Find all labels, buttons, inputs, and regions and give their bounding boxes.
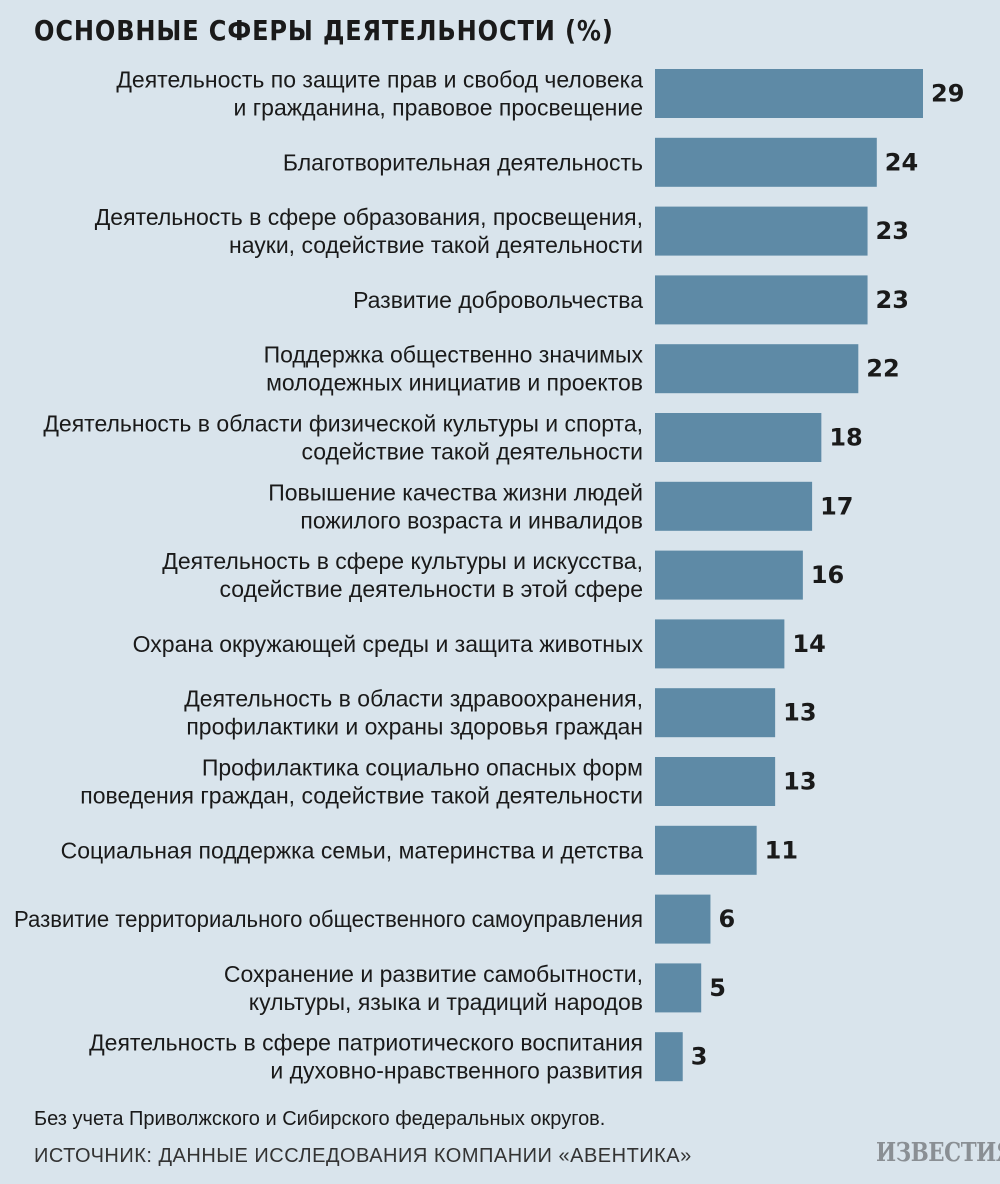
category-label: Деятельность в области здравоохранения, [184, 686, 643, 712]
footnote: Без учета Приволжского и Сибирского феде… [34, 1108, 606, 1130]
bar [655, 963, 702, 1013]
category-label: Развитие добровольчества [353, 287, 643, 313]
category-label: Социальная поддержка семьи, материнства … [61, 837, 644, 863]
value-label: 16 [811, 561, 844, 589]
category-label: Благотворительная деятельность [283, 149, 643, 175]
value-label: 14 [792, 630, 825, 658]
category-label: молодежных инициатив и проектов [266, 370, 643, 396]
value-label: 24 [885, 148, 918, 176]
bar [655, 757, 776, 806]
value-label: 13 [783, 699, 816, 727]
category-label: профилактики и охраны здоровья граждан [186, 714, 643, 740]
bar [655, 137, 877, 187]
value-label: 11 [765, 836, 798, 864]
category-label: поведения граждан, содействие такой деят… [80, 783, 643, 809]
category-label: Профилактика социально опасных форм [202, 755, 643, 781]
value-label: 6 [718, 905, 735, 933]
category-label: Охрана окружающей среды и защита животны… [133, 631, 644, 657]
category-label: Деятельность в сфере образования, просве… [95, 204, 643, 230]
category-label: Сохранение и развитие самобытности, [224, 961, 643, 987]
category-label: содействие такой деятельности [301, 439, 643, 465]
bar [655, 550, 803, 600]
chart-title: ОСНОВНЫЕ СФЕРЫ ДЕЯТЕЛЬНОСТИ (%) [34, 14, 614, 47]
bar [655, 825, 757, 875]
category-label: и духовно-нравственного развития [270, 1058, 643, 1084]
value-label: 13 [783, 768, 816, 796]
bar [655, 894, 711, 944]
source-line: ИСТОЧНИК: ДАННЫЕ ИССЛЕДОВАНИЯ КОМПАНИИ «… [34, 1145, 692, 1167]
category-label: Поддержка общественно значимых [264, 342, 644, 368]
category-label: пожилого возраста и инвалидов [300, 507, 643, 533]
category-label: Деятельность в области физической культу… [43, 411, 643, 437]
category-label: содействие деятельности в этой сфере [220, 576, 643, 602]
value-label: 18 [829, 424, 862, 452]
category-label: Повышение качества жизни людей [268, 479, 643, 505]
bar [655, 481, 813, 531]
category-label: Развитие территориального общественного … [14, 906, 643, 932]
value-label: 5 [709, 974, 726, 1002]
bar-chart: 29 Деятельность по защите прав и свобод ч… [14, 67, 964, 1084]
category-label: Деятельность в сфере патриотического вос… [89, 1030, 643, 1056]
value-label: 23 [876, 286, 909, 314]
bar [655, 619, 785, 669]
value-label: 3 [691, 1043, 708, 1071]
bar [655, 1032, 683, 1082]
izvestia-logo: ИЗВЕСТИЯ [876, 1138, 1000, 1168]
bar [655, 69, 923, 118]
bar [655, 688, 776, 738]
bar [655, 413, 822, 462]
bar [655, 275, 868, 325]
category-label: Деятельность по защите прав и свобод чел… [116, 67, 643, 93]
category-label: Деятельность в сфере культуры и искусств… [162, 548, 643, 574]
bar [655, 206, 868, 256]
value-label: 23 [876, 217, 909, 245]
category-label: науки, содействие такой деятельности [229, 232, 643, 258]
value-label: 17 [820, 492, 853, 520]
value-label: 29 [931, 80, 964, 108]
value-label: 22 [866, 355, 899, 383]
category-label: культуры, языка и традиций народов [249, 989, 643, 1015]
category-label: и гражданина, правовое просвещение [234, 95, 643, 121]
bar [655, 344, 859, 394]
